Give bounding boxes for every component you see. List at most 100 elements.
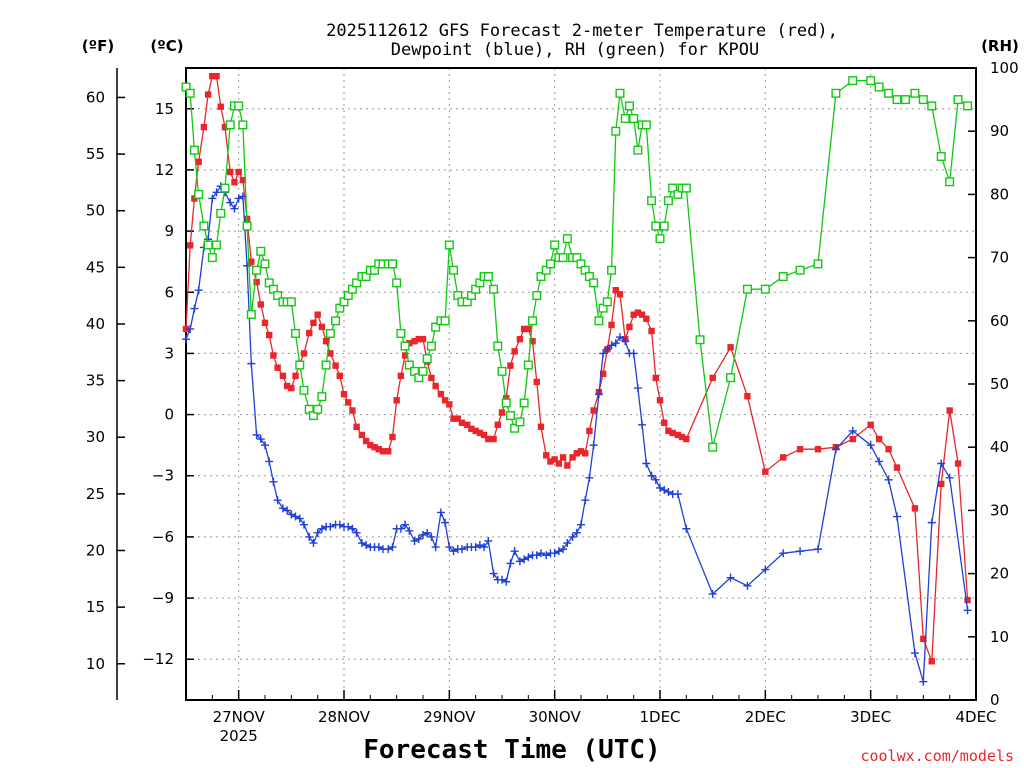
temperature-point [590,407,597,414]
rh-point [396,328,406,338]
dewpoint-point [577,520,585,529]
dewpoint-point [252,430,261,439]
dewpoint-point [647,471,656,480]
dewpoint-point [524,553,533,562]
temperature-point [310,319,317,327]
dewpoint-point [230,204,239,213]
rh-point [404,360,414,370]
temperature-point [209,72,216,80]
rh-point [545,259,555,269]
dewpoint-point [603,345,612,354]
rh-point [189,145,199,155]
rh-point [927,101,937,111]
temperature-point [616,291,624,298]
rh-point [884,88,894,98]
temperature-point [946,407,953,414]
rh-point [681,183,691,193]
rh-point [651,221,661,231]
dewpoint-point [866,441,875,450]
dewpoint-point [919,677,928,686]
dewpoint-point [831,445,840,454]
rh-point [866,76,876,86]
axes: 15129630−3−6−9−1260555045403530252015101… [86,59,1019,745]
celsius-tick-label: −6 [152,528,174,546]
rh-point [532,291,542,301]
x-axis-label: Forecast Time (UTC) [363,735,660,765]
temperature-point [300,350,308,357]
temperature-point [543,452,550,459]
dewpoint-point [348,524,357,533]
rh-point [387,259,397,269]
rh-point [550,240,560,250]
temperature-point [253,278,260,286]
x-tick-label: 30NOV [529,708,582,726]
temperature-point [468,425,475,433]
temperature-point [533,378,540,386]
dewpoint-point [396,524,405,533]
fahrenheit-tick-label: 35 [86,372,105,390]
temperature-point [221,123,229,131]
rh-point [321,360,331,370]
temperature-point [288,384,295,392]
temperature-point [454,415,461,422]
x-tick-label: 1DEC [639,708,680,726]
celsius-tick-label: 0 [164,406,174,424]
dewpoint-point [554,547,563,556]
temperature-point [450,415,457,422]
fahrenheit-tick-label: 20 [86,541,105,559]
rh-tick-label: 30 [990,501,1009,519]
rh-tick-label: 60 [990,312,1009,330]
dewpoint-point [309,539,318,548]
dewpoint-point [247,359,256,368]
rh-point [493,341,503,351]
temperature-point [608,321,615,329]
dewpoint-point [401,520,410,529]
temperature-point [893,464,901,471]
rh-tick-label: 10 [990,628,1009,646]
dewpoint-point [927,518,936,527]
dewpoint-point [572,528,581,537]
rh-point [953,95,963,105]
temperature-point [274,364,281,371]
temperature-point [577,448,585,455]
temperature-point [270,352,277,359]
rh-point [489,284,499,294]
dewpoint-point [362,541,371,550]
rh-tick-label: 0 [990,691,1000,709]
dewpoint-point [190,304,199,313]
dewpoint-point [937,459,946,468]
dewpoint-point [405,526,414,535]
fahrenheit-tick-label: 45 [86,258,105,276]
rh-point [431,322,441,332]
temperature-point [674,431,682,439]
rh-point [216,208,226,218]
temperature-point [441,397,449,404]
temperature-point [375,446,382,453]
temperature-point [665,427,672,435]
x-tick-sublabel: 2025 [220,727,258,745]
dewpoint-point [423,528,432,537]
temperature-point [537,423,545,431]
dewpoint-point [436,508,445,517]
temperature-point [885,446,892,453]
temperature-point [397,372,405,380]
dewpoint-point [243,261,252,270]
temperature-point [349,407,356,414]
rh-point [325,328,335,338]
dewpoint-point [629,349,638,358]
rh-tick-label: 90 [990,122,1009,140]
x-tick-label: 4DEC [955,708,996,726]
temperature-point [485,435,492,443]
dewpoint-point [594,390,603,399]
dewpoint-point [589,441,598,450]
dewpoint-point [489,569,498,578]
dewpoint-point [226,198,235,207]
rh-point [225,120,235,130]
chart-title-line-1: 2025112612 GFS Forecast 2-meter Temperat… [326,21,838,41]
dewpoint-point [471,543,480,552]
rh-point [602,297,612,307]
rh-point [483,272,493,282]
temperature-point [279,372,287,380]
rh-point [510,423,520,433]
